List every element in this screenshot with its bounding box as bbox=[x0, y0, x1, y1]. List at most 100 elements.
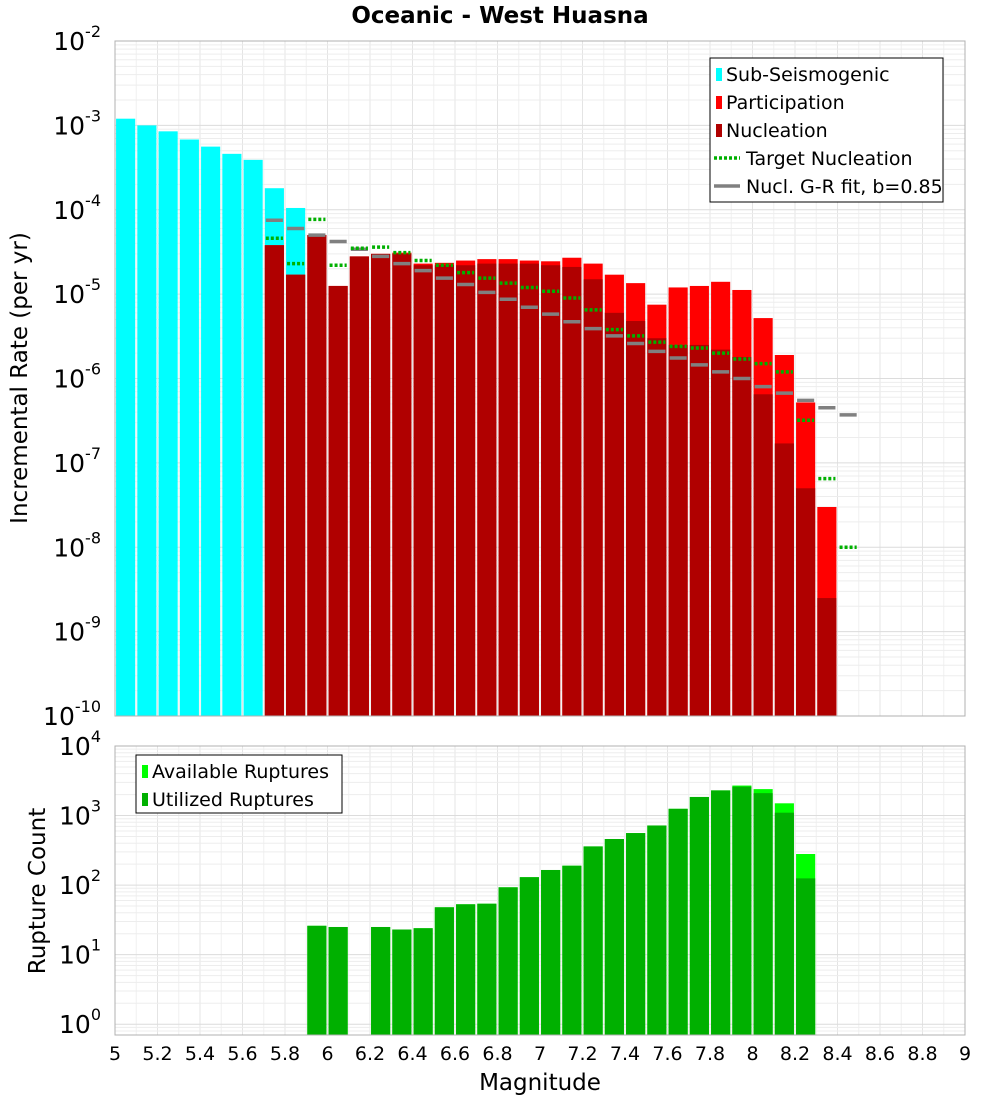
nucleation-bar bbox=[349, 256, 369, 716]
x-tick-label: 6.2 bbox=[355, 1043, 385, 1065]
utilized-ruptures-bar bbox=[434, 907, 454, 1035]
utilized-ruptures-bar bbox=[413, 928, 433, 1035]
sub-seismogenic-bar bbox=[116, 118, 136, 716]
utilized-ruptures-bar bbox=[392, 929, 412, 1035]
nucleation-bar bbox=[689, 344, 709, 716]
rate-y-tick-label: 10-5 bbox=[53, 275, 101, 309]
utilized-ruptures-bar bbox=[626, 833, 646, 1035]
utilized-ruptures-bar bbox=[498, 887, 518, 1035]
rate-legend-swatch bbox=[716, 96, 722, 109]
x-tick-label: 7.2 bbox=[567, 1043, 597, 1065]
nucleation-bar bbox=[371, 253, 391, 716]
utilized-ruptures-bar bbox=[668, 808, 688, 1035]
utilized-ruptures-bar bbox=[753, 793, 773, 1035]
count-frame bbox=[114, 745, 966, 1036]
nucleation-bar bbox=[519, 263, 539, 716]
utilized-ruptures-bar bbox=[711, 790, 731, 1035]
x-tick-label: 9 bbox=[959, 1043, 971, 1065]
x-tick-label: 8.8 bbox=[907, 1043, 937, 1065]
rate-y-tick-label: 10-3 bbox=[53, 106, 101, 140]
utilized-ruptures-bar bbox=[647, 825, 667, 1035]
utilized-ruptures-bar bbox=[541, 869, 561, 1035]
nucleation-bar bbox=[668, 344, 688, 716]
x-tick-label: 7.6 bbox=[652, 1043, 682, 1065]
count-legend-swatch bbox=[142, 765, 148, 778]
x-tick-label: 8.6 bbox=[865, 1043, 895, 1065]
rate-y-tick-label: 10-9 bbox=[53, 613, 101, 647]
count-legend-label: Utilized Ruptures bbox=[152, 789, 314, 811]
x-tick-label: 8.2 bbox=[780, 1043, 810, 1065]
x-tick-label: 5 bbox=[109, 1043, 121, 1065]
rate-y-tick-label: 10-6 bbox=[53, 360, 101, 394]
nucleation-bar bbox=[498, 263, 518, 716]
x-tick-label: 5.2 bbox=[142, 1043, 172, 1065]
x-tick-label: 5.4 bbox=[185, 1043, 215, 1065]
sub-seismogenic-bar bbox=[158, 131, 178, 717]
nucleation-bar bbox=[817, 598, 837, 716]
rate-legend-label: Nucl. G-R fit, b=0.85 bbox=[746, 176, 943, 198]
chart-title: Oceanic - West Huasna bbox=[351, 3, 648, 29]
utilized-ruptures-bar bbox=[732, 786, 752, 1035]
nucleation-bar bbox=[286, 274, 306, 716]
nucleation-bar bbox=[583, 279, 603, 716]
rate-legend-label: Nucleation bbox=[726, 120, 828, 142]
utilized-ruptures-bar bbox=[328, 926, 348, 1035]
utilized-ruptures-bar bbox=[477, 903, 497, 1035]
utilized-ruptures-bar bbox=[689, 796, 709, 1035]
count-y-tick-label: 100 bbox=[59, 1005, 101, 1039]
utilized-ruptures-bar bbox=[583, 846, 603, 1035]
count-legend-box bbox=[135, 754, 343, 814]
rate-legend-label: Participation bbox=[726, 92, 845, 114]
x-axis-label: Magnitude bbox=[479, 1070, 601, 1096]
nucleation-bar bbox=[562, 266, 582, 716]
x-tick-label: 6.6 bbox=[440, 1043, 470, 1065]
rate-y-tick-label: 10-8 bbox=[53, 528, 101, 562]
rate-y-tick-label: 10-7 bbox=[53, 444, 101, 478]
nucleation-bar bbox=[541, 265, 561, 716]
rate-legend-swatch bbox=[716, 124, 722, 137]
rate-legend-label: Sub-Seismogenic bbox=[726, 64, 890, 86]
nucleation-bar bbox=[647, 338, 667, 716]
rate-legend-swatch bbox=[716, 68, 722, 81]
nucleation-bar bbox=[732, 356, 752, 716]
utilized-ruptures-bar bbox=[604, 839, 624, 1035]
x-tick-label: 8 bbox=[746, 1043, 758, 1065]
x-tick-label: 5.6 bbox=[227, 1043, 257, 1065]
x-tick-label: 7.8 bbox=[695, 1043, 725, 1065]
top-y-axis-label: Incremental Rate (per yr) bbox=[7, 232, 33, 524]
nucleation-bar bbox=[477, 263, 497, 716]
nucleation-bar bbox=[328, 285, 348, 716]
count-legend-label: Available Ruptures bbox=[152, 761, 329, 783]
utilized-ruptures-bar bbox=[456, 904, 476, 1035]
rate-y-tick-label: 10-4 bbox=[53, 191, 101, 225]
x-tick-label: 7 bbox=[534, 1043, 546, 1065]
count-y-tick-label: 104 bbox=[59, 727, 101, 761]
count-y-tick-label: 101 bbox=[59, 936, 101, 970]
count-y-tick-label: 102 bbox=[59, 866, 101, 900]
x-tick-label: 6.8 bbox=[482, 1043, 512, 1065]
nucleation-bar bbox=[264, 245, 284, 717]
nucleation-bar bbox=[434, 265, 454, 716]
sub-seismogenic-bar bbox=[201, 146, 221, 716]
bottom-y-axis-label: Rupture Count bbox=[25, 808, 51, 974]
rate-y-tick-label: 10-10 bbox=[43, 697, 101, 731]
x-tick-label: 5.8 bbox=[270, 1043, 300, 1065]
utilized-ruptures-bar bbox=[307, 925, 327, 1035]
utilized-ruptures-bar bbox=[774, 812, 794, 1035]
utilized-ruptures-bar bbox=[562, 865, 582, 1035]
sub-seismogenic-bar bbox=[243, 159, 263, 717]
x-tick-label: 6.4 bbox=[397, 1043, 427, 1065]
rupture-count-panel: 100 101 102 103 104 Available Ruptures Utilize… bbox=[59, 727, 971, 1065]
nucleation-bar bbox=[774, 443, 794, 716]
nucleation-bar bbox=[392, 253, 412, 716]
rate-frame bbox=[114, 40, 966, 717]
nucleation-bar bbox=[626, 321, 646, 716]
nucleation-bar bbox=[711, 349, 731, 716]
utilized-ruptures-bar bbox=[796, 878, 816, 1035]
x-tick-label: 6 bbox=[321, 1043, 333, 1065]
utilized-ruptures-bar bbox=[371, 926, 391, 1035]
rate-legend-label: Target Nucleation bbox=[745, 148, 913, 170]
nucleation-bar bbox=[413, 265, 433, 716]
rate-y-tick-label: 10-2 bbox=[53, 22, 101, 56]
